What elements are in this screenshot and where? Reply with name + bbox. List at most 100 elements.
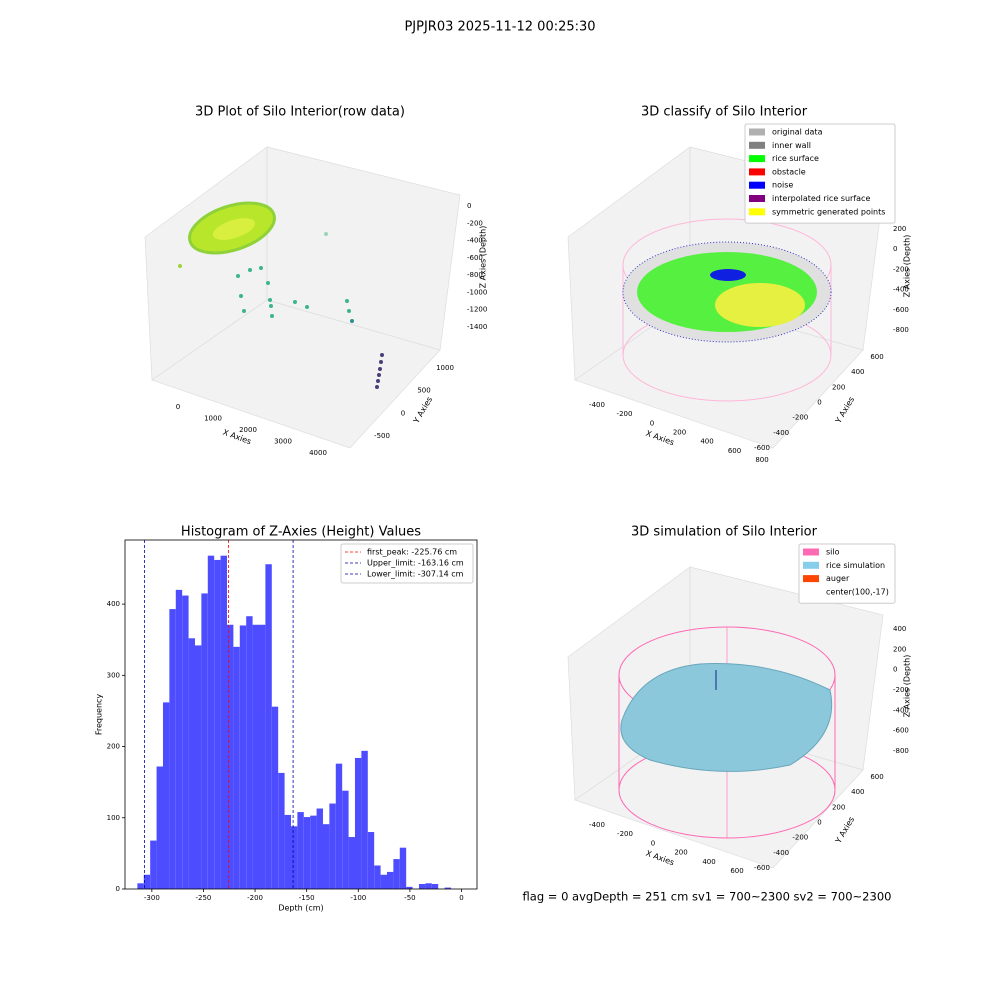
legend-box — [798, 543, 896, 604]
legend-label: silo — [826, 548, 840, 557]
bar — [342, 790, 349, 889]
legend-swatch — [749, 168, 765, 176]
z-tick-label: -1400 — [467, 323, 487, 331]
legend-label: rice simulation — [826, 561, 885, 570]
legend-label: obstacle — [772, 167, 806, 176]
plot-frame — [124, 539, 478, 890]
x-tick-label: -200 — [617, 830, 633, 838]
legend-swatch — [803, 575, 819, 583]
bar — [265, 564, 272, 889]
y-tick-label: 200 — [832, 383, 845, 391]
y-tick-label: 200 — [832, 803, 845, 811]
y-tick-label: 200 — [107, 743, 120, 751]
bar — [431, 884, 439, 889]
bar — [335, 763, 343, 889]
y-tick-label: 500 — [417, 387, 430, 395]
y-tick-label: 400 — [107, 600, 120, 608]
y-axis-label: Frequency — [95, 694, 104, 736]
legend-swatch — [749, 181, 765, 189]
bar — [169, 609, 176, 889]
bar — [278, 772, 285, 889]
x-tick-label: -200 — [247, 894, 263, 902]
bar — [374, 865, 381, 889]
y-tick-label: 0 — [817, 819, 821, 827]
z-tick-label: -400 — [893, 706, 909, 714]
x-axis-label: Depth (cm) — [278, 904, 323, 913]
x-tick-label: 2000 — [239, 426, 257, 434]
legend-label: first_peak: -225.76 cm — [367, 548, 457, 557]
legend-swatch — [749, 141, 765, 149]
x-tick-label: 4000 — [309, 449, 327, 457]
y-tick-label: 300 — [107, 671, 120, 679]
bar — [444, 887, 451, 889]
z-tick-label: -600 — [467, 254, 483, 262]
z-tick-label: 400 — [893, 625, 906, 633]
legend-swatch — [749, 155, 765, 163]
x-tick-label: -150 — [299, 894, 315, 902]
y-tick-label: -600 — [754, 864, 770, 872]
z-tick-label: -1200 — [467, 306, 487, 314]
x-tick-label: -200 — [617, 410, 633, 418]
z-tick-label: -800 — [893, 326, 909, 334]
bar — [214, 559, 221, 889]
bar — [303, 817, 311, 889]
bar — [329, 803, 336, 889]
x-tick-label: 400 — [700, 438, 713, 446]
legend-label: original data — [772, 128, 823, 137]
x-tick-label: 0 — [459, 894, 463, 902]
bar — [156, 766, 163, 889]
z-tick-label: 0 — [467, 202, 471, 210]
bar — [233, 646, 240, 889]
z-tick-label: -200 — [893, 265, 909, 273]
z-tick-label: -800 — [467, 271, 483, 279]
chart-title: 3D Plot of Silo Interior(row data) — [195, 105, 405, 120]
bar — [386, 871, 394, 889]
plot1-panes — [144, 146, 461, 449]
x-tick-label: 1000 — [204, 415, 222, 423]
z-axis-label: Z Axies (Depth) — [903, 235, 912, 298]
legend-label: interpolated rice surface — [772, 194, 870, 203]
chart-title: Histogram of Z-Axies (Height) Values — [181, 525, 421, 540]
bar — [239, 625, 247, 889]
z-tick-label: 200 — [893, 225, 906, 233]
x-axis-label: X Axies — [645, 849, 676, 868]
bar — [182, 595, 189, 889]
bar — [271, 706, 279, 889]
bar — [290, 826, 298, 889]
bar — [297, 812, 304, 889]
bar — [354, 757, 362, 889]
x-tick-label: -50 — [404, 894, 415, 902]
bar — [188, 638, 195, 889]
bar — [406, 886, 413, 889]
bar — [201, 593, 208, 889]
bar — [316, 808, 323, 889]
x-tick-label: -250 — [196, 894, 212, 902]
legend-label: rice surface — [772, 154, 819, 163]
x-tick-label: -400 — [589, 401, 605, 409]
bar — [246, 616, 253, 889]
y-axis-label: Y Axies — [833, 815, 856, 845]
bar — [194, 645, 202, 889]
legend-swatch — [749, 195, 765, 202]
z-tick-label: -1000 — [467, 288, 487, 296]
legend-label: Upper_limit: -163.16 cm — [367, 559, 464, 568]
bar — [226, 624, 234, 889]
x-tick-label: 200 — [674, 849, 687, 857]
bar — [150, 840, 157, 889]
bar — [175, 589, 183, 889]
z-tick-label: -600 — [893, 306, 909, 314]
bar — [322, 824, 330, 889]
y-tick-label: -200 — [792, 834, 808, 842]
z-tick-label: -400 — [467, 237, 483, 245]
legend-label: symmetric generated points — [772, 207, 885, 216]
bar — [258, 624, 266, 889]
z-axis-label: Z Axies (Depth) — [903, 655, 912, 718]
z-tick-label: 200 — [893, 645, 906, 653]
y-tick-label: 0 — [116, 885, 120, 893]
bar — [220, 555, 227, 889]
legend-label: auger — [826, 574, 850, 583]
z-tick-label: 0 — [893, 245, 897, 253]
x-tick-label: 0 — [176, 403, 180, 411]
x-tick-label: 800 — [755, 456, 768, 464]
bar — [348, 837, 355, 889]
